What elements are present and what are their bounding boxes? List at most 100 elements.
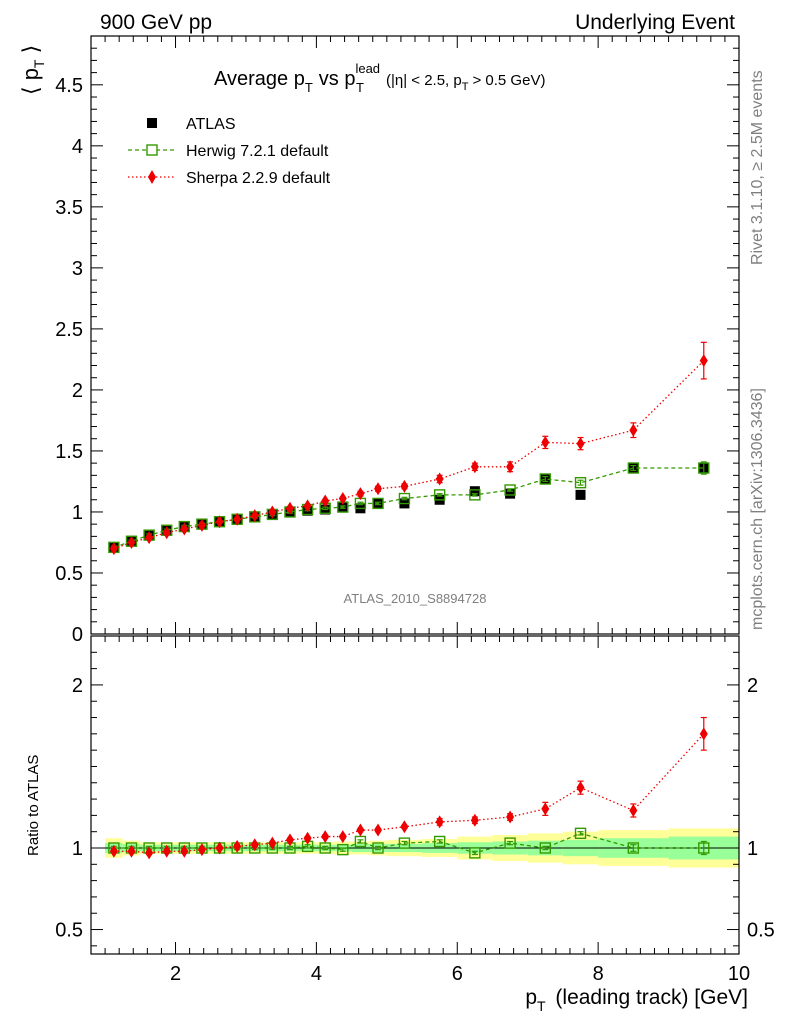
legend-item-herwig: Herwig 7.2.1 default — [128, 143, 329, 160]
sherpa-point — [321, 494, 330, 508]
sherpa-point — [145, 531, 154, 545]
legend-atlas-marker — [147, 118, 157, 128]
y-tick-label: 1 — [72, 838, 83, 860]
sherpa-ratio-point — [215, 841, 224, 855]
sherpa-point — [470, 460, 479, 474]
herwig-ratio-point — [337, 843, 349, 856]
analysis-watermark: ATLAS_2010_S8894728 — [344, 591, 487, 606]
title-lead-sub: T — [356, 80, 364, 95]
sherpa-point — [506, 460, 515, 474]
sherpa-point — [250, 509, 259, 523]
header-right: Underlying Event — [575, 11, 735, 34]
sherpa-ratio-point — [356, 823, 365, 837]
xlabel-rest: (leading track) [GeV] — [550, 986, 748, 1009]
sherpa-line — [113, 360, 705, 550]
y-tick-label-right: 1 — [747, 838, 758, 860]
sherpa-ratio-point — [541, 802, 550, 816]
sherpa-point — [109, 542, 118, 556]
y-tick-label: 2 — [72, 380, 83, 402]
sherpa-ratio-point — [145, 846, 154, 860]
atlas-point — [469, 486, 480, 497]
xlabel-p: p — [525, 986, 537, 1009]
sherpa-ratio-point — [374, 823, 383, 837]
sherpa-point — [180, 522, 189, 536]
sherpa-point — [435, 472, 444, 486]
sherpa-ratio-point — [699, 727, 708, 741]
legend-item-sherpa: Sherpa 2.2.9 default — [128, 170, 331, 187]
herwig-point — [469, 489, 481, 501]
main-plot-frame — [90, 35, 740, 635]
sherpa-point — [197, 518, 206, 532]
ylabel-close: ⟩ — [18, 45, 43, 60]
sherpa-point — [268, 505, 277, 519]
sherpa-point — [699, 354, 708, 368]
sherpa-ratio-point — [338, 830, 347, 844]
y-tick-label: 2.5 — [55, 319, 83, 341]
sherpa-point — [400, 479, 409, 493]
title-cuts-a: (|η| < 2.5, p — [386, 72, 462, 89]
sherpa-point — [374, 482, 383, 496]
herwig-point — [504, 484, 516, 496]
ratio-axis-ticks: 0.5 0.5 1 1 2 2 2 4 6 8 10 — [55, 636, 775, 985]
header-left: 900 GeV pp — [100, 11, 212, 34]
y-tick-label: 3 — [72, 258, 83, 280]
herwig-ratio-point — [354, 835, 367, 848]
legend-herwig-marker — [146, 144, 158, 156]
sherpa-point — [127, 535, 136, 549]
y-tick-label: 1 — [72, 502, 83, 524]
herwig-point — [398, 492, 411, 505]
x-tick-label: 8 — [593, 963, 604, 985]
herwig-ratio-point — [433, 835, 446, 848]
herwig-point — [433, 489, 446, 501]
sherpa-point — [162, 526, 171, 540]
sherpa-point — [356, 487, 365, 501]
y-tick-label-right: 0.5 — [747, 920, 775, 942]
sherpa-ratio-point — [400, 820, 409, 834]
sherpa-ratio-point — [303, 831, 312, 845]
sherpa-ratio-point — [250, 838, 259, 852]
y-tick-label: 0.5 — [55, 920, 83, 942]
y-tick-label: 2 — [72, 675, 83, 697]
herwig-point — [574, 476, 587, 489]
sherpa-ratio-point — [506, 810, 515, 824]
herwig-ratio-line — [113, 832, 704, 854]
sherpa-ratio-point — [197, 843, 206, 857]
sherpa-ratio-line — [113, 733, 705, 854]
y-tick-label: 1.5 — [55, 441, 83, 463]
sherpa-ratio-point — [162, 844, 171, 858]
herwig-line — [113, 467, 704, 548]
main-plot: Average pT vs plead T (|η| < 2.5, pT > 0.5 G… — [18, 35, 740, 646]
title-cuts-b: > 0.5 GeV) — [472, 72, 545, 89]
x-tick-label: 6 — [452, 963, 463, 985]
title-base: Average p — [214, 68, 305, 90]
rivet-version-label: Rivet 3.1.10, ≥ 2.5M events — [749, 70, 766, 265]
herwig-ratio-point — [398, 837, 411, 849]
xlabel-sub: T — [537, 998, 546, 1014]
herwig-point — [698, 462, 710, 474]
legend-item-atlas: ATLAS — [147, 116, 236, 133]
herwig-ratio-point — [574, 827, 587, 840]
sherpa-ratio-point — [285, 833, 294, 847]
legend: ATLAS Herwig 7.2.1 default Sherpa 2.2.9 … — [128, 116, 331, 187]
y-tick-label: 4.5 — [55, 75, 83, 97]
atlas-point — [505, 488, 516, 499]
y-tick-label: 0 — [72, 624, 83, 646]
sherpa-point — [576, 437, 585, 451]
sherpa-point — [215, 515, 224, 529]
sherpa-ratio-point — [233, 839, 242, 853]
top-series — [108, 341, 710, 556]
mcplots-label: mcplots.cern.ch [arXiv:1306.3436] — [749, 388, 766, 630]
x-tick-label: 4 — [311, 963, 322, 985]
ratio-series — [108, 716, 710, 860]
sherpa-ratio-point — [629, 803, 638, 817]
title-lead-sup: lead — [355, 61, 380, 76]
ratio-plot: Ratio to ATLAS 0.5 0.5 1 1 2 2 2 4 6 8 10 pT (lead… — [25, 635, 775, 1014]
sherpa-point — [338, 492, 347, 506]
ratio-xlabel: pT (leading track) [GeV] — [525, 986, 748, 1014]
top-axis-ticks: 0 0.5 1 1.5 2 2.5 3 3.5 4 4.5 — [55, 35, 740, 646]
title-vs: vs p — [319, 68, 356, 90]
x-tick-label: 10 — [728, 963, 750, 985]
atlas-point — [575, 489, 586, 500]
sherpa-ratio-point — [576, 781, 585, 795]
